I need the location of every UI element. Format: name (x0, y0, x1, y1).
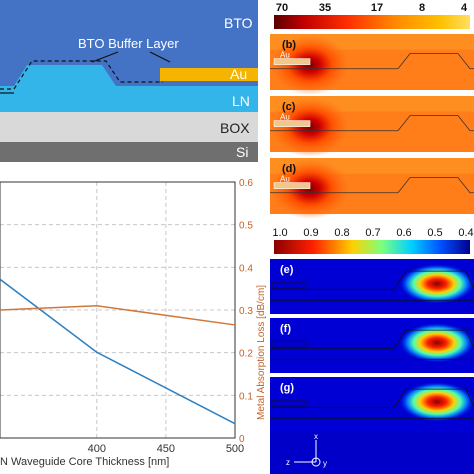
panel-au-label: Au (280, 113, 290, 122)
buffer-outline (0, 60, 163, 90)
scale1-tick: 17 (371, 2, 383, 14)
scale2-tick: 1.0 (272, 227, 287, 239)
panel-label: (g) (280, 382, 294, 394)
mode-panel: (f) (270, 318, 474, 373)
panel-label: (b) (282, 39, 296, 51)
axis-z-label: z (286, 458, 290, 467)
au-electrode-mark (273, 182, 311, 189)
field-distribution-panels: 70 35 17 8 4 (b)Au(c)Au(d)Au 1.0 0.9 0.8 0.7 0.6… (270, 0, 474, 474)
buffer-pointer (149, 51, 171, 63)
panel-label: (c) (282, 101, 296, 113)
scale1-tick: 70 (276, 2, 288, 14)
x-tick-label: 450 (157, 443, 175, 455)
waveguide-outline (270, 329, 474, 349)
y-tick-label: 0.4 (239, 263, 253, 274)
waveguide-outline (270, 270, 474, 290)
y-tick-label: 0 (239, 434, 245, 445)
y-tick-label: 0.5 (239, 221, 253, 232)
au-label: Au (230, 66, 247, 82)
au-electrode (160, 68, 258, 81)
scale1-tick: 8 (419, 2, 425, 14)
scale1-tick: 35 (319, 2, 331, 14)
scale2-tick: 0.5 (427, 227, 442, 239)
si-label: Si (236, 144, 248, 160)
waveguide-outline (270, 388, 474, 408)
waveguide-outline (270, 115, 474, 132)
scale2-tick: 0.6 (396, 227, 411, 239)
plot-frame (0, 181, 236, 439)
buffer-pointer (91, 51, 119, 63)
box-layer (0, 112, 258, 142)
colorbar-2 (274, 240, 470, 254)
bto-label: BTO (224, 15, 253, 31)
y-axis-label-right: Metal Absorption Loss [dB/cm] (256, 285, 267, 420)
colorbar-1 (274, 15, 470, 29)
y-tick-label: 0.6 (239, 178, 253, 189)
electrode-outline (271, 281, 307, 289)
optical-mode (399, 322, 474, 363)
x-axis-label: N Waveguide Core Thickness [nm] (0, 456, 169, 468)
y-tick-labels: 0 0.1 0.2 0.3 0.4 0.5 0.6 (239, 178, 253, 445)
scale2-labels: 1.0 0.9 0.8 0.7 0.6 0.5 0.4 (272, 227, 473, 239)
si-layer (0, 142, 258, 162)
scale1-tick: 4 (461, 2, 468, 14)
electrode-outline (271, 399, 307, 407)
field-panel: (b)Au (270, 34, 474, 95)
axis-indicator: x z y (270, 432, 474, 474)
y-tick-label: 0.3 (239, 306, 253, 317)
panel-au-label: Au (280, 51, 290, 60)
field-panel: (d)Au (270, 158, 474, 219)
scale2-tick: 0.7 (365, 227, 380, 239)
x-tick-label: 500 (226, 443, 244, 455)
panel-label: (e) (280, 264, 294, 276)
ln-layer (0, 65, 258, 112)
chart-grid (0, 182, 235, 438)
y-tick-label: 0.1 (239, 391, 253, 402)
electrode-outline (271, 340, 307, 348)
y-tick-label: 0.2 (239, 349, 253, 360)
chart-series (0, 278, 236, 425)
core-series-line (0, 278, 236, 425)
x-tick-label: 400 (88, 443, 106, 455)
au-electrode-mark (273, 58, 311, 65)
axis-x-label: x (314, 432, 318, 441)
waveguide-outline (270, 177, 474, 194)
mode-panel: (g) (270, 377, 474, 432)
buffer-label: BTO Buffer Layer (78, 36, 179, 51)
scale2-tick: 0.8 (334, 227, 349, 239)
field-panel: (c)Au (270, 96, 474, 157)
device-cross-section: BTO BTO Buffer Layer Au LN BOX Si (0, 0, 258, 162)
scale1-labels: 70 35 17 8 4 (276, 2, 468, 14)
axis-y-label: y (323, 459, 327, 468)
loss-chart: 400 450 500 0 0.1 0.2 0.3 0.4 0.5 0.6 N Waveguid… (0, 178, 267, 468)
scale2-tick: 0.4 (458, 227, 473, 239)
panel-label: (d) (282, 163, 296, 175)
panel-label: (f) (280, 323, 291, 335)
bottom-panels: (e) (f) (g) (270, 259, 474, 432)
optical-mode (399, 263, 474, 304)
top-panels: (b)Au(c)Au(d)Au (270, 34, 474, 219)
ln-label: LN (232, 93, 250, 109)
box-label: BOX (220, 120, 250, 136)
panel-au-label: Au (280, 175, 290, 184)
au-electrode-mark (273, 120, 311, 127)
waveguide-outline (270, 53, 474, 70)
metal-loss-series-line (0, 304, 236, 326)
x-tick-labels: 400 450 500 (88, 443, 245, 455)
mode-panel: (e) (270, 259, 474, 314)
scale2-tick: 0.9 (303, 227, 318, 239)
optical-mode (399, 381, 474, 422)
